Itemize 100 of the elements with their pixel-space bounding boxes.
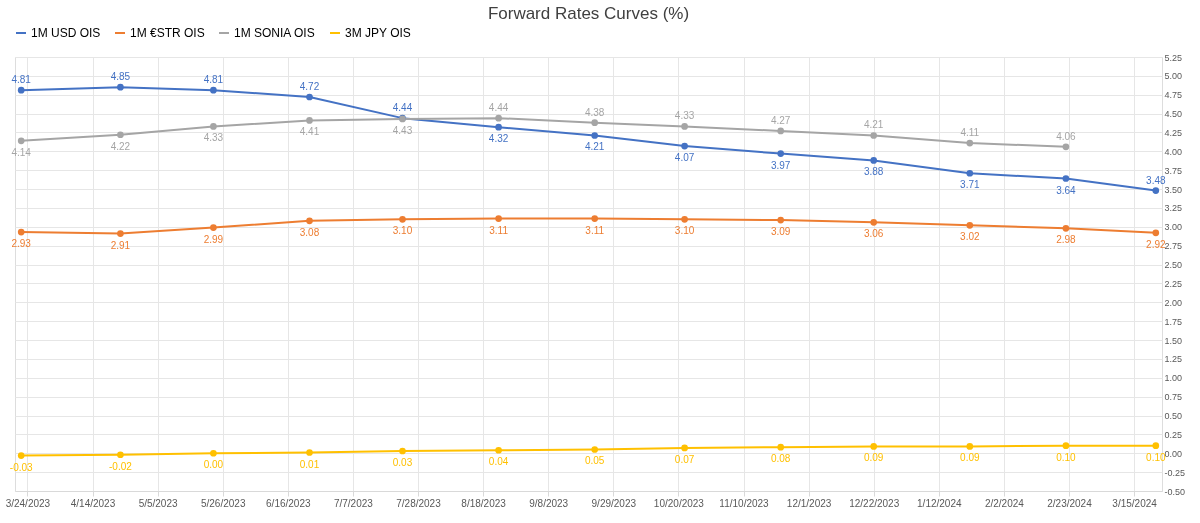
data-label: 0.09 — [863, 452, 884, 464]
x-tick-label: 3/24/2023 — [5, 497, 51, 509]
x-tick-label: 4/14/2023 — [70, 497, 116, 509]
x-tick-label: 7/28/2023 — [396, 497, 442, 509]
data-label: 4.22 — [110, 140, 131, 152]
data-label: 4.14 — [11, 146, 32, 158]
data-label: 4.21 — [584, 141, 605, 153]
y-tick-label: 4.00 — [1164, 146, 1183, 157]
x-tick-label: 11/10/2023 — [719, 497, 770, 509]
data-label: -0.02 — [109, 460, 133, 472]
point — [17, 452, 25, 459]
point — [591, 215, 599, 222]
data-label: -0.03 — [9, 461, 34, 473]
data-label: 2.92 — [1146, 238, 1166, 250]
data-label: 4.44 — [488, 102, 509, 114]
x-tick-label: 3/15/2024 — [1112, 497, 1158, 509]
data-label: 4.32 — [488, 133, 509, 145]
data-label: 4.07 — [674, 152, 695, 164]
data-label: 4.81 — [203, 74, 224, 86]
y-tick-label: 4.75 — [1164, 90, 1183, 101]
data-label: 4.43 — [392, 124, 413, 136]
data-label: 4.41 — [299, 126, 320, 138]
data-label: 0.05 — [584, 455, 605, 467]
x-tick-label: 12/22/2023 — [849, 497, 900, 509]
data-label: 3.11 — [489, 224, 509, 236]
x-tick-label: 1/12/2024 — [917, 497, 962, 509]
data-label: 4.06 — [1056, 130, 1077, 142]
point — [777, 443, 785, 451]
data-label: 0.00 — [203, 459, 224, 471]
data-label: 4.38 — [584, 106, 605, 118]
data-label: 3.48 — [1146, 174, 1166, 186]
point — [966, 221, 974, 229]
y-tick-label: 1.00 — [1164, 373, 1183, 384]
data-label: 4.21 — [863, 119, 884, 131]
data-label: 4.27 — [770, 114, 791, 126]
point — [681, 444, 688, 452]
point — [495, 215, 502, 222]
data-label: 0.07 — [674, 453, 695, 465]
point — [210, 449, 217, 457]
y-tick-label: 2.75 — [1164, 241, 1183, 252]
data-label: 2.98 — [1056, 234, 1077, 246]
data-label: 4.81 — [11, 74, 32, 86]
y-tick-label: 1.50 — [1164, 335, 1183, 346]
data-label: 2.99 — [203, 233, 224, 245]
y-tick-label: 1.25 — [1164, 354, 1183, 365]
point — [681, 123, 688, 130]
y-tick-label: -0.50 — [1164, 486, 1186, 497]
y-tick-label: 3.25 — [1164, 203, 1183, 214]
point — [210, 224, 217, 231]
point — [591, 132, 599, 139]
point — [495, 446, 502, 454]
y-tick-label: -0.25 — [1164, 467, 1186, 478]
data-label: 3.06 — [863, 228, 884, 240]
data-label: 3.10 — [392, 225, 413, 237]
point — [210, 123, 217, 130]
point — [591, 446, 599, 453]
point — [1062, 175, 1070, 182]
data-label: 0.01 — [299, 458, 320, 470]
x-tick-label: 10/20/2023 — [653, 497, 705, 509]
point — [306, 117, 313, 124]
y-tick-label: 2.50 — [1164, 260, 1183, 271]
point — [117, 230, 124, 237]
point — [966, 139, 974, 147]
data-label: 4.85 — [110, 71, 131, 83]
x-tick-label: 5/26/2023 — [200, 497, 246, 509]
y-tick-label: 3.75 — [1164, 165, 1183, 176]
data-label: 3.97 — [770, 159, 791, 171]
point — [1152, 229, 1160, 237]
point — [870, 157, 878, 164]
point — [117, 131, 124, 139]
point — [306, 93, 313, 101]
y-tick-label: 0.50 — [1164, 411, 1183, 422]
point — [777, 127, 785, 135]
x-tick-label: 9/29/2023 — [591, 497, 637, 509]
point — [117, 451, 124, 459]
point — [870, 443, 878, 450]
legend-label: 3M JPY OIS — [345, 26, 411, 40]
point — [210, 86, 217, 94]
data-label: 4.11 — [960, 127, 980, 139]
point — [681, 215, 688, 223]
point — [17, 228, 25, 236]
y-tick-label: 4.50 — [1164, 109, 1183, 120]
data-label: 4.33 — [203, 132, 224, 144]
y-tick-label: 0.25 — [1164, 429, 1183, 440]
point — [777, 216, 785, 224]
data-label: 0.03 — [392, 457, 413, 468]
y-tick-label: 3.50 — [1164, 184, 1183, 195]
y-tick-label: 1.75 — [1164, 316, 1183, 327]
y-tick-label: 0.00 — [1164, 448, 1183, 459]
data-label: 0.04 — [488, 456, 509, 468]
point — [870, 132, 878, 139]
y-tick-label: 4.25 — [1164, 127, 1183, 138]
y-tick-label: 5.00 — [1164, 71, 1183, 82]
legend-label: 1M €STR OIS — [130, 26, 205, 40]
point — [777, 150, 785, 157]
data-label: 3.09 — [770, 226, 791, 238]
point — [117, 83, 124, 91]
data-label: 3.88 — [863, 166, 884, 178]
data-label: 3.08 — [299, 226, 320, 238]
y-tick-label: 2.00 — [1164, 297, 1183, 308]
